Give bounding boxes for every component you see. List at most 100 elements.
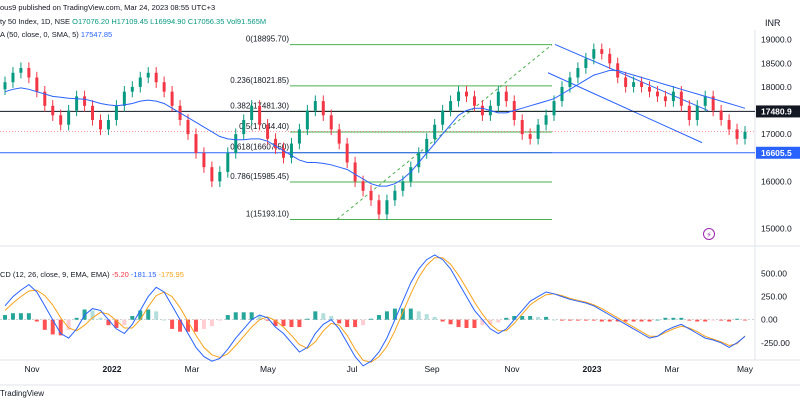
- candle-body: [457, 91, 461, 102]
- macd-histogram-bar: [575, 319, 580, 321]
- macd-histogram-bar: [257, 315, 262, 320]
- candle-body: [35, 77, 39, 92]
- macd-histogram-bar: [273, 319, 278, 327]
- candle-body: [536, 124, 540, 139]
- candle-body: [210, 167, 214, 182]
- candle-body: [234, 134, 238, 154]
- candle-body: [648, 86, 652, 92]
- macd-histogram-bar: [504, 317, 509, 320]
- time-tick-label: 2023: [583, 364, 602, 374]
- ma-line: A (50, close, 0, SMA, 5) 17547.85: [0, 30, 112, 39]
- tradingview-brand: TradingView: [0, 389, 45, 398]
- candle-body: [218, 171, 222, 182]
- candle-body: [417, 153, 421, 168]
- macd-histogram-bar: [122, 319, 127, 326]
- candle-body: [353, 162, 357, 182]
- candle-body: [425, 138, 429, 154]
- macd-histogram-bar: [464, 319, 469, 328]
- candle-body: [250, 105, 254, 120]
- candle-body: [385, 200, 389, 215]
- candle-body: [186, 119, 190, 135]
- candle-body: [170, 91, 174, 106]
- macd-histogram-bar: [345, 319, 350, 328]
- macd-histogram-bar: [711, 319, 716, 321]
- macd-histogram-bar: [416, 311, 421, 320]
- candle-body: [552, 101, 556, 116]
- fib-level-label: 0.786(15985.45): [230, 172, 289, 181]
- macd-histogram-bar: [743, 319, 747, 321]
- price-tag-label: 17480.9: [761, 106, 792, 116]
- candle-body: [409, 167, 413, 182]
- candle-body: [496, 91, 500, 106]
- macd-histogram-bar: [639, 319, 644, 322]
- channel-lower-line: [547, 72, 703, 144]
- macd-histogram-bar: [10, 313, 15, 320]
- macd-histogram-bar: [241, 312, 246, 320]
- lightning-icon: [703, 228, 715, 240]
- price-tag-box: [756, 105, 800, 118]
- candle-body: [687, 105, 691, 120]
- macd-histogram-bar: [655, 319, 660, 321]
- candle-body: [305, 110, 309, 130]
- candle-body: [274, 138, 278, 149]
- candle-body: [671, 91, 675, 102]
- macd-histogram-bar: [34, 319, 39, 322]
- macd-histogram-bar: [456, 319, 461, 328]
- macd-histogram-bar: [193, 319, 198, 332]
- candle-body: [361, 181, 365, 191]
- currency-label: INR: [765, 18, 781, 28]
- candle-body: [59, 115, 63, 125]
- macd-histogram-bar: [18, 313, 23, 320]
- macd-histogram-bar: [488, 319, 493, 325]
- macd-histogram-bar: [249, 312, 254, 320]
- candle-body: [655, 91, 659, 97]
- candle-body: [624, 77, 628, 87]
- macd-histogram-bar: [536, 316, 541, 320]
- fib-level-label: 0.5(17044.40): [239, 122, 289, 131]
- candle-body: [369, 190, 373, 201]
- price-tick-label: 18000.0: [761, 82, 792, 92]
- macd-histogram-bar: [679, 317, 684, 320]
- candle-body: [106, 119, 110, 130]
- macd-histogram-bar: [384, 311, 389, 320]
- candle-body: [43, 91, 47, 106]
- time-tick-label: 2022: [103, 364, 122, 374]
- close-value: C17056.35: [187, 17, 225, 26]
- fib-level-label: 0(18895.70): [246, 35, 289, 44]
- candle-body: [297, 129, 301, 144]
- macd-histogram-bar: [599, 319, 604, 322]
- macd-histogram-bar: [233, 312, 238, 320]
- macd-line: [4, 254, 746, 367]
- macd-histogram-bar: [615, 319, 620, 322]
- candle-body: [695, 105, 699, 120]
- macd-histogram-bar: [170, 319, 175, 329]
- volume-value: Vol91.565M: [226, 17, 267, 26]
- macd-histogram-bar: [496, 319, 501, 323]
- macd-histogram-bar: [408, 308, 413, 320]
- macd-legend: CD (12, 26, close, 9, EMA, EMA) -5.20 -1…: [0, 270, 184, 279]
- time-tick-label: May: [260, 364, 277, 374]
- macd-value: -181.15: [130, 270, 157, 279]
- candle-body: [735, 129, 739, 139]
- candle-body: [19, 68, 23, 73]
- price-tick-label: 19000.0: [761, 35, 792, 45]
- macd-histogram-bar: [552, 319, 557, 321]
- candle-body: [226, 153, 230, 172]
- open-value: O17076.20: [72, 17, 110, 26]
- macd-histogram-bar: [623, 319, 628, 322]
- macd-histogram-bar: [178, 319, 183, 332]
- fib-level-label: 0.618(16607.50): [230, 143, 289, 152]
- price-tick-label: 17000.0: [761, 129, 792, 139]
- macd-histogram-bar: [66, 319, 71, 330]
- candle-body: [480, 105, 484, 116]
- candle-body: [75, 96, 79, 111]
- time-tick-label: Nov: [24, 364, 40, 374]
- lightning-glyph: ⚡: [706, 231, 712, 240]
- macd-histogram-bar: [209, 319, 214, 327]
- macd-histogram-bar: [376, 315, 381, 320]
- macd-histogram-bar: [727, 319, 732, 322]
- candle-body: [520, 119, 524, 135]
- candle-body: [258, 105, 262, 125]
- macd-histogram-bar: [432, 316, 437, 320]
